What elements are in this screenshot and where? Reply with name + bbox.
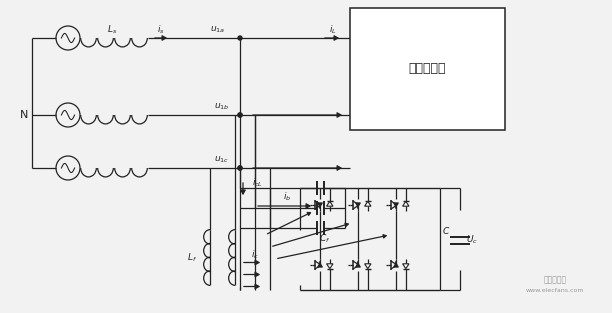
Polygon shape bbox=[365, 264, 371, 269]
Text: $u_{1c}$: $u_{1c}$ bbox=[214, 155, 230, 165]
Text: N: N bbox=[20, 110, 28, 120]
Text: 电子发烧友: 电子发烧友 bbox=[543, 275, 567, 285]
Bar bbox=[350, 8, 505, 130]
Text: $i_b$: $i_b$ bbox=[283, 191, 292, 203]
Circle shape bbox=[238, 166, 242, 170]
Text: www.elecfans.com: www.elecfans.com bbox=[526, 289, 584, 294]
Text: $C$: $C$ bbox=[442, 224, 450, 235]
Polygon shape bbox=[327, 264, 333, 269]
Text: $u_{1b}$: $u_{1b}$ bbox=[214, 102, 230, 112]
Text: $U_c$: $U_c$ bbox=[466, 234, 478, 246]
Text: $i_s$: $i_s$ bbox=[157, 24, 165, 36]
Text: $L_f$: $L_f$ bbox=[187, 251, 197, 264]
Text: 非线性负载: 非线性负载 bbox=[409, 63, 446, 75]
Circle shape bbox=[238, 36, 242, 40]
Text: $i_c$: $i_c$ bbox=[251, 248, 259, 261]
Polygon shape bbox=[403, 264, 409, 269]
Circle shape bbox=[238, 113, 242, 117]
Text: $L_s$: $L_s$ bbox=[107, 24, 117, 36]
Circle shape bbox=[238, 166, 242, 170]
Polygon shape bbox=[327, 201, 333, 206]
Text: $i_{cL}$: $i_{cL}$ bbox=[252, 177, 264, 189]
Polygon shape bbox=[403, 201, 409, 206]
Text: $u_{1a}$: $u_{1a}$ bbox=[211, 25, 226, 35]
Text: $C_f$: $C_f$ bbox=[319, 233, 330, 245]
Text: $i_L$: $i_L$ bbox=[329, 24, 337, 36]
Polygon shape bbox=[365, 201, 371, 206]
Circle shape bbox=[238, 113, 242, 117]
